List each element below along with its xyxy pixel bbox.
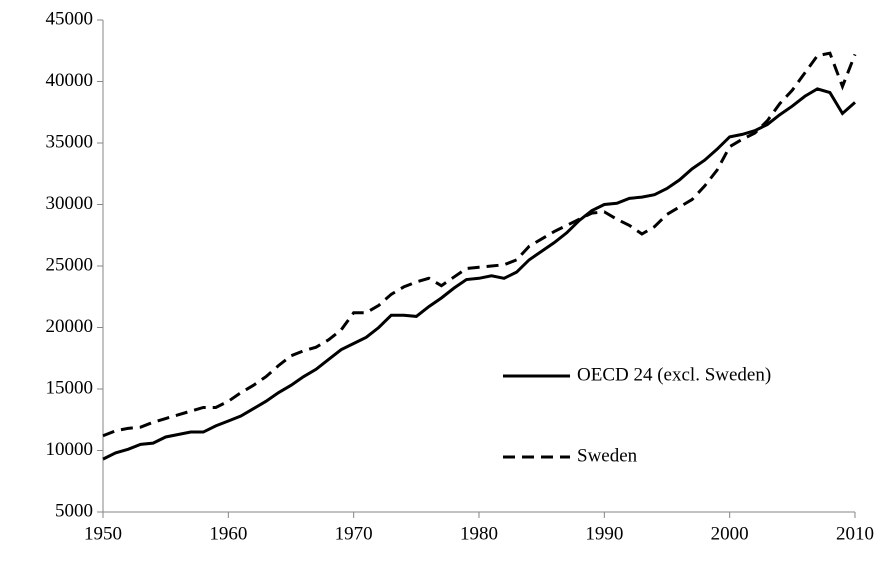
series-line xyxy=(102,51,857,438)
y-tick-label: 35000 xyxy=(46,131,94,152)
x-tick-label: 1970 xyxy=(335,523,373,544)
y-tick-label: 20000 xyxy=(46,316,94,337)
y-tick-label: 5000 xyxy=(55,500,93,521)
y-tick-label: 45000 xyxy=(46,8,94,29)
y-tick-label: 25000 xyxy=(46,254,94,275)
x-tick-label: 1990 xyxy=(585,523,623,544)
series-line xyxy=(102,87,856,461)
legend-label: OECD 24 (excl. Sweden) xyxy=(577,364,771,385)
x-tick-label: 2000 xyxy=(711,523,749,544)
x-tick-label: 2010 xyxy=(836,523,874,544)
y-tick-label: 15000 xyxy=(46,377,94,398)
y-tick-label: 30000 xyxy=(46,193,94,214)
y-tick-label: 40000 xyxy=(46,70,94,91)
x-tick-label: 1980 xyxy=(460,523,498,544)
x-tick-label: 1950 xyxy=(84,523,122,544)
legend-label: Sweden xyxy=(577,445,638,466)
x-tick-label: 1960 xyxy=(209,523,247,544)
y-tick-label: 10000 xyxy=(46,439,94,460)
